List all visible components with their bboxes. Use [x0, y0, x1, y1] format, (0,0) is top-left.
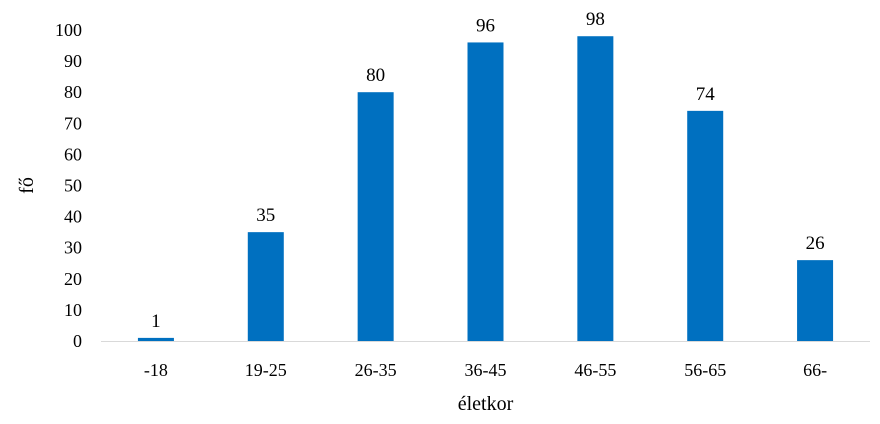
y-tick-label: 0 [73, 331, 82, 351]
x-axis-ticks: -18 19-25 26-35 36-45 46-55 56-65 66- [144, 360, 827, 380]
data-label: 1 [151, 311, 161, 332]
y-tick-label: 20 [64, 269, 82, 289]
data-labels-group: 1 35 80 96 98 74 26 [151, 9, 824, 332]
bar-36-45 [467, 42, 504, 341]
x-tick-label: 36-45 [465, 360, 507, 380]
x-tick-label: -18 [144, 360, 168, 380]
bars-group [137, 36, 834, 341]
data-label: 74 [696, 84, 716, 105]
x-tick-label: 26-35 [355, 360, 397, 380]
data-label: 26 [806, 233, 825, 254]
y-tick-label: 10 [64, 300, 82, 320]
y-axis-ticks: 0 10 20 30 40 50 60 70 80 90 100 [55, 20, 82, 351]
x-tick-label: 46-55 [574, 360, 616, 380]
y-tick-label: 90 [64, 51, 82, 71]
bar-26-35 [357, 92, 394, 341]
bar-46-55 [577, 36, 614, 341]
y-axis-title: fő [16, 177, 38, 194]
data-label: 98 [586, 9, 605, 30]
bar-56-65 [687, 110, 724, 341]
x-axis-title: életkor [458, 393, 514, 415]
y-tick-label: 40 [64, 207, 82, 227]
y-tick-label: 70 [64, 113, 82, 133]
data-label: 35 [256, 205, 275, 226]
x-tick-label: 66- [803, 360, 827, 380]
x-tick-label: 19-25 [245, 360, 287, 380]
bar--18 [137, 337, 174, 341]
bar-66- [797, 260, 834, 341]
y-tick-label: 80 [64, 82, 82, 102]
y-tick-label: 100 [55, 20, 82, 40]
data-label: 80 [366, 65, 385, 86]
y-tick-label: 60 [64, 144, 82, 164]
y-tick-label: 50 [64, 176, 82, 196]
y-tick-label: 30 [64, 238, 82, 258]
data-label: 96 [476, 15, 495, 36]
bar-19-25 [247, 232, 284, 341]
x-tick-label: 56-65 [684, 360, 726, 380]
